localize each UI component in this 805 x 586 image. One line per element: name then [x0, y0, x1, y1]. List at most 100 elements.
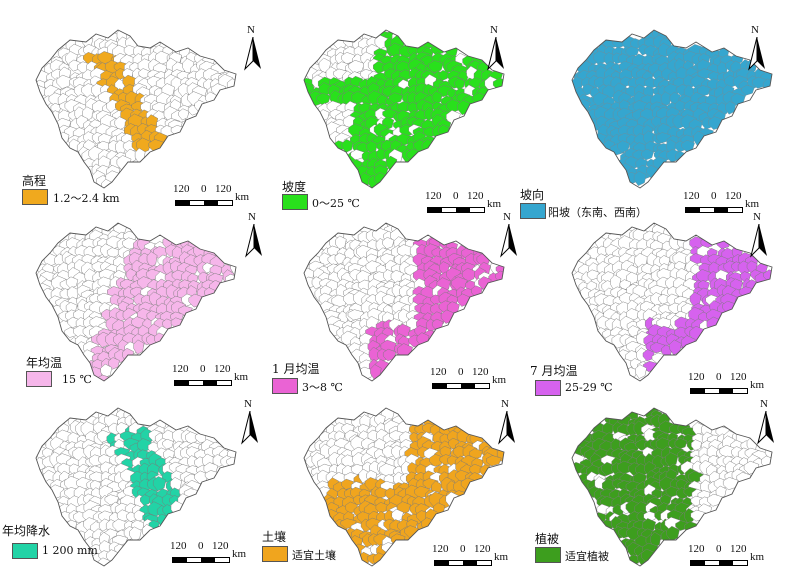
legend-value-aspect: 阳坡（东南、西南）	[548, 206, 647, 219]
scale-left: 120	[683, 190, 700, 202]
county-cell	[741, 84, 755, 96]
scale-right: 120	[214, 363, 231, 375]
north-label: N	[244, 398, 252, 410]
county-cell	[100, 363, 113, 379]
county-cell	[140, 494, 151, 506]
scale-bar-3: 120 0 120 km	[683, 190, 763, 220]
scale-right: 120	[212, 540, 229, 552]
county-cell	[672, 251, 689, 267]
panel-jan-temp	[268, 205, 530, 395]
scale-unit: km	[750, 551, 765, 563]
scale-bar-8: 120 0 120 km	[432, 543, 512, 573]
legend-title-jul-temp: 7 月均温	[530, 364, 578, 378]
county-cell	[162, 318, 174, 330]
county-cell	[341, 454, 356, 469]
scale-right: 120	[474, 543, 491, 555]
scale-zero: 0	[458, 366, 464, 378]
north-arrow-icon	[500, 224, 517, 258]
county-cell	[146, 251, 158, 268]
legend-title-slope: 坡度	[282, 180, 307, 194]
north-arrow-icon	[750, 224, 767, 258]
scale-unit: km	[750, 379, 765, 391]
county-cell	[368, 346, 381, 363]
scale-bar-1: 120 0 120 km	[173, 183, 253, 213]
north-arrow-icon	[244, 37, 261, 71]
legend-value-elevation: 1.2～2.4 km	[53, 192, 120, 205]
county-cell	[641, 148, 654, 161]
panel-aspect	[536, 12, 798, 202]
county-cell	[90, 479, 102, 492]
county-cell	[625, 46, 640, 58]
county-cell	[114, 116, 127, 131]
county-cell	[376, 148, 387, 162]
county-cell	[431, 90, 443, 105]
legend-swatch-precip	[12, 543, 38, 559]
scale-bar-5: 120 0 120 km	[430, 366, 510, 396]
county-cell	[601, 461, 616, 476]
panel-soil	[268, 390, 530, 580]
north-arrow-8: N	[498, 398, 516, 445]
scale-bar-7: 120 0 120 km	[170, 540, 250, 570]
map-elevation	[35, 29, 237, 189]
county-cell	[697, 280, 710, 291]
north-arrow-icon	[241, 411, 258, 445]
north-arrow-2: N	[487, 24, 505, 71]
map-annual-temp	[35, 222, 237, 382]
scale-bar-2: 120 0 120 km	[425, 190, 505, 220]
legend-swatch-aspect	[520, 203, 546, 219]
scale-right: 120	[472, 366, 489, 378]
county-cell	[50, 102, 62, 114]
map-soil	[303, 407, 505, 567]
scale-left: 120	[173, 183, 190, 195]
legend-swatch-soil	[262, 546, 288, 562]
county-cell	[656, 317, 672, 330]
legend-title-aspect: 坡向	[520, 188, 545, 202]
county-cell	[382, 237, 395, 250]
province-border	[571, 222, 773, 382]
legend-value-annual-temp: 15 ℃	[62, 373, 92, 386]
county-cell	[691, 439, 702, 451]
map-aspect	[571, 29, 773, 189]
north-arrow-icon	[748, 37, 765, 71]
north-label: N	[247, 24, 255, 36]
north-arrow-icon	[245, 224, 262, 258]
county-cell	[469, 463, 482, 476]
province-border	[303, 222, 505, 382]
scale-zero: 0	[460, 543, 466, 555]
county-cell	[388, 92, 404, 104]
scale-bar-4: 120 0 120 km	[172, 363, 252, 393]
county-cell	[391, 508, 404, 523]
north-arrow-5: N	[500, 211, 518, 258]
county-cell	[341, 139, 354, 153]
county-cell	[348, 59, 365, 74]
county-cell	[319, 252, 332, 267]
legend-swatch-slope	[282, 194, 308, 210]
county-cell	[366, 140, 378, 154]
scale-bar-6: 120 0 120 km	[688, 371, 768, 401]
legend-swatch-annual-temp	[26, 371, 52, 387]
legend-title-jan-temp: 1 月均温	[272, 362, 320, 376]
panel-elevation	[0, 12, 262, 202]
scale-left: 120	[172, 363, 189, 375]
panel-annual-temp	[0, 205, 262, 395]
county-cell	[97, 276, 112, 289]
scale-zero: 0	[198, 540, 204, 552]
scale-unit: km	[492, 374, 507, 386]
legend-title-vegetation: 植被	[535, 532, 560, 546]
province-border	[35, 407, 237, 567]
province-border	[35, 222, 237, 382]
county-cell	[697, 84, 711, 97]
panel-precip	[0, 390, 262, 580]
scale-right: 120	[730, 371, 747, 383]
county-cell	[469, 448, 483, 460]
county-cell	[382, 293, 396, 306]
county-cell	[187, 455, 198, 470]
north-label: N	[753, 211, 761, 223]
county-cell	[715, 485, 727, 499]
scale-zero: 0	[711, 190, 717, 202]
county-cell	[438, 70, 450, 81]
county-cell	[335, 235, 347, 250]
legend-value-jul-temp: 25-29 ℃	[565, 381, 613, 394]
legend-value-soil: 适宜土壤	[292, 549, 336, 562]
county-cell	[138, 68, 150, 79]
